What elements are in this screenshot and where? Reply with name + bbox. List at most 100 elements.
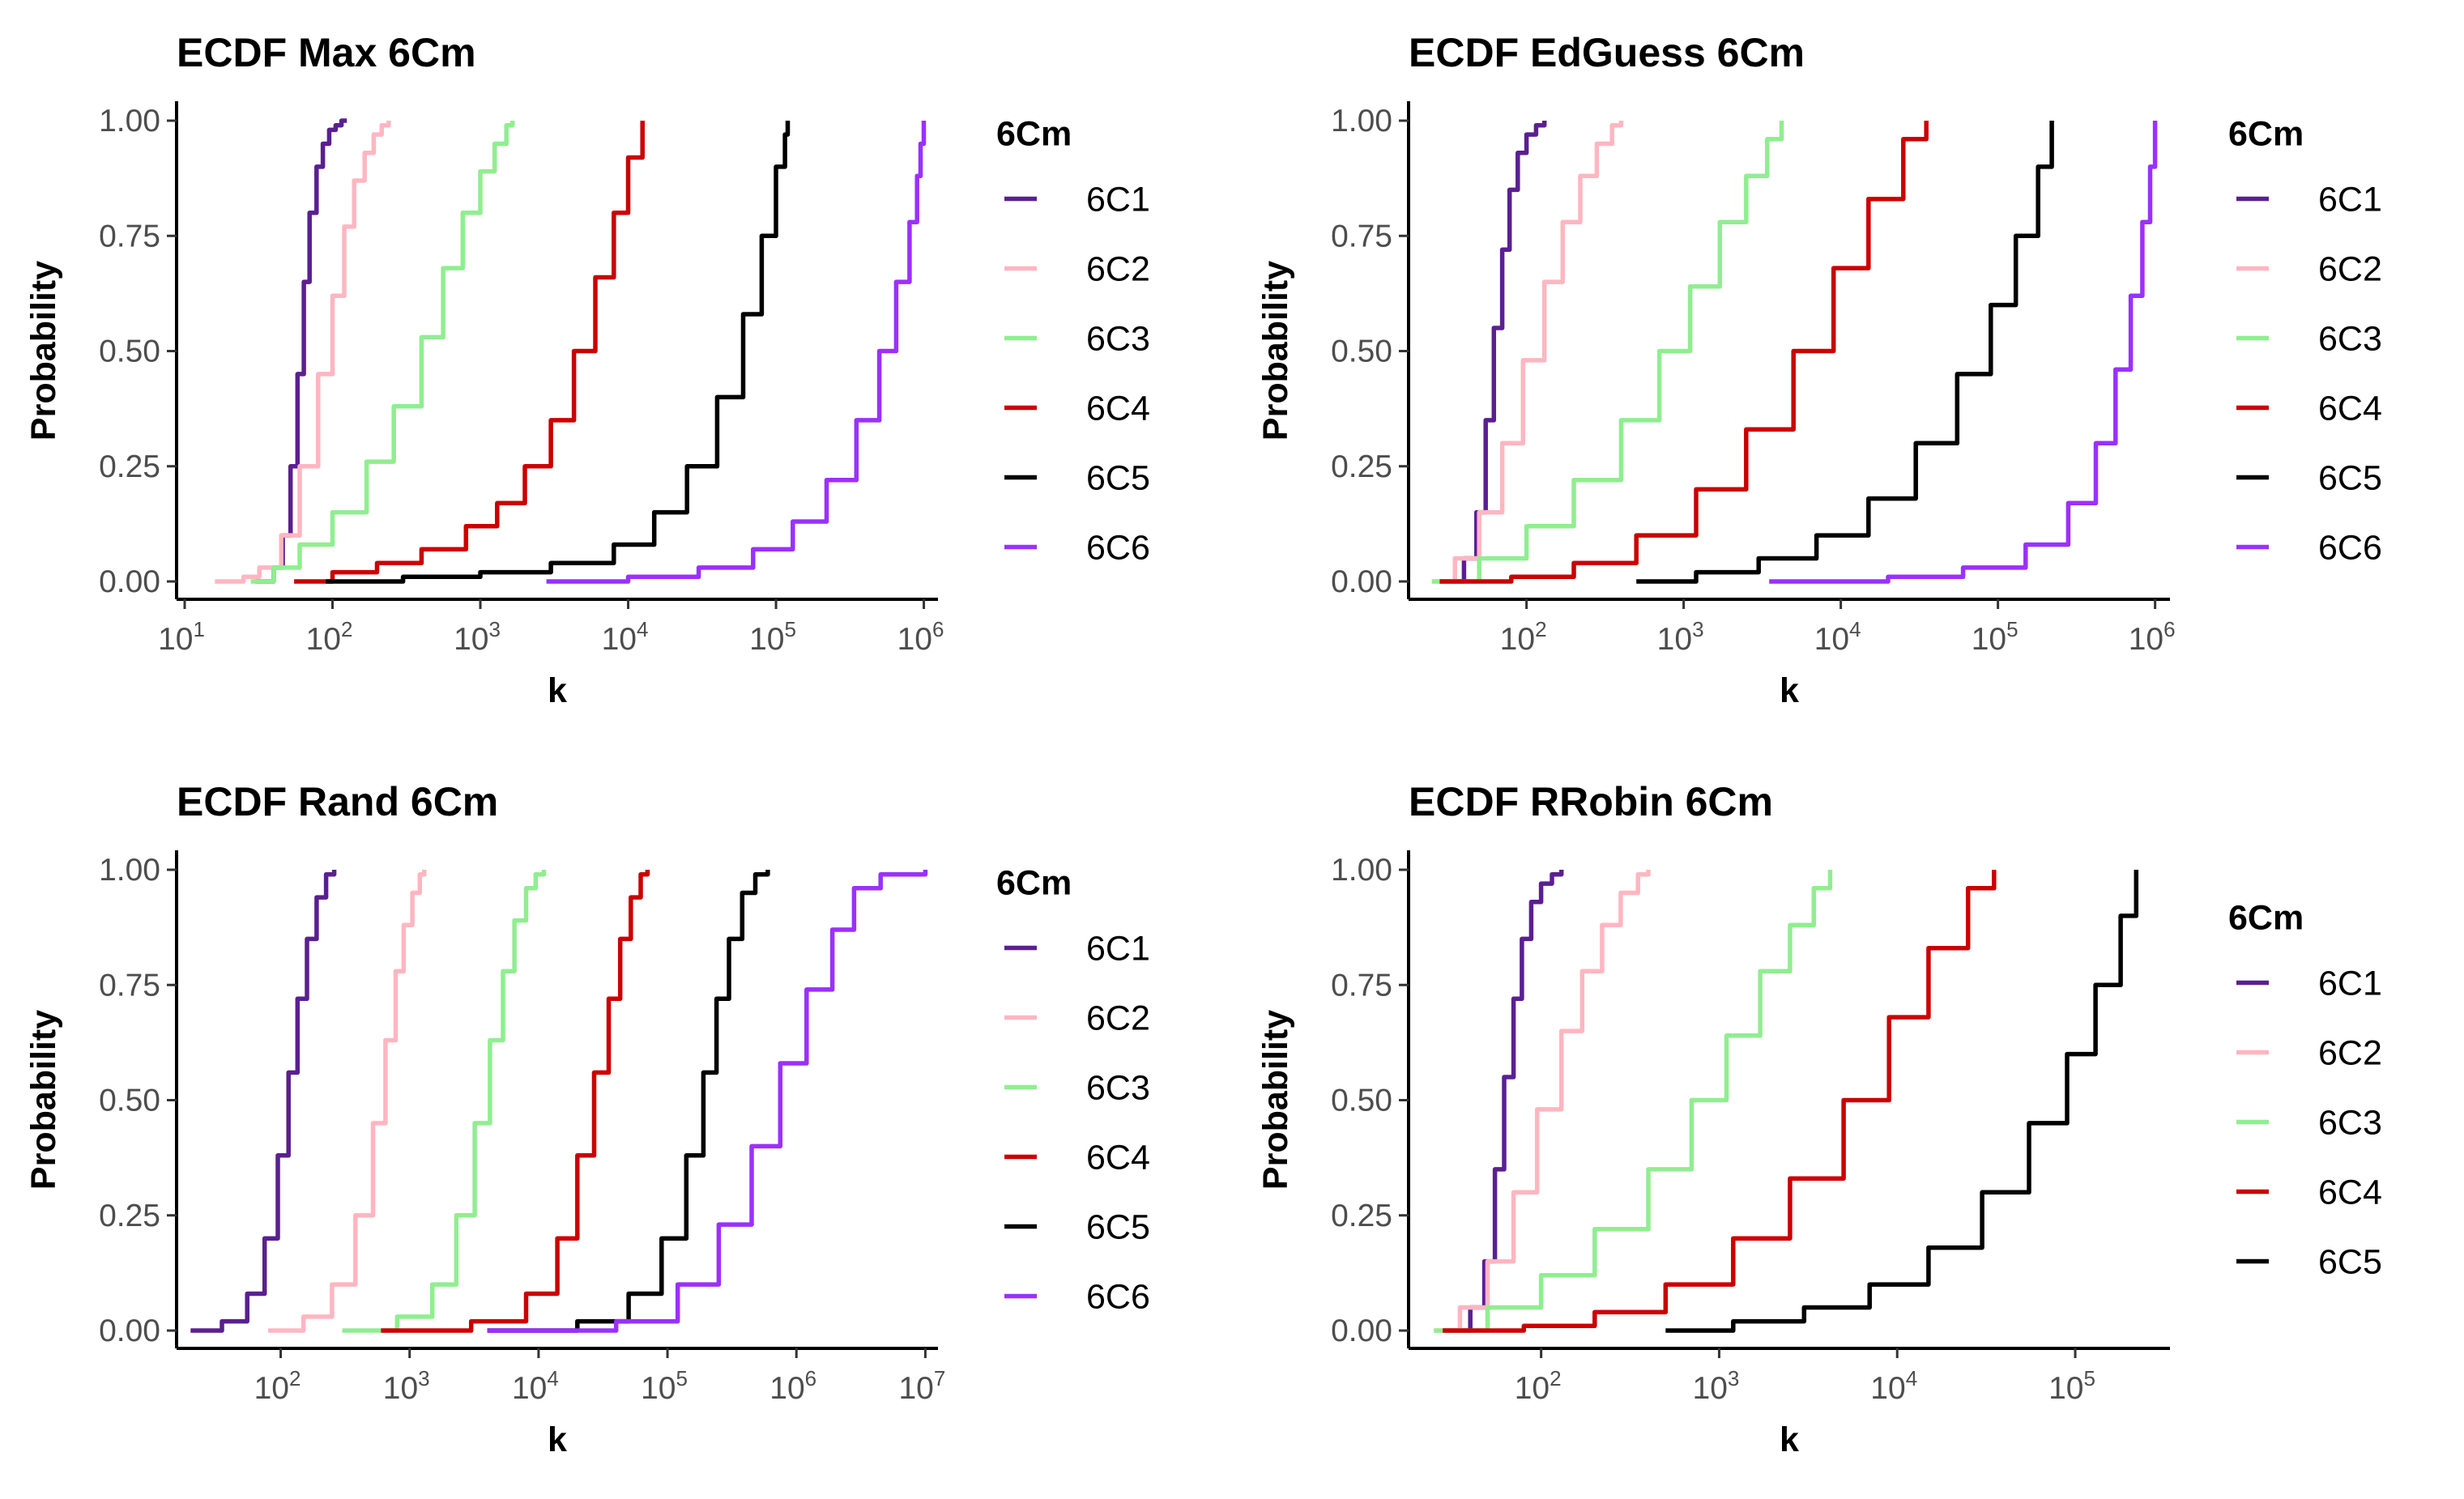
y-tick-label: 0.00 (99, 1314, 160, 1348)
legend-title: 6Cm (996, 864, 1072, 903)
legend-title: 6Cm (2228, 115, 2304, 154)
x-tick-label: 105 (749, 617, 796, 657)
chart-panel-rrobin: ECDF RRobin 6Cm 0.00 0.25 0.50 0.75 1.00 102 10… (1232, 749, 2464, 1498)
legend-label: 6C6 (1086, 529, 1150, 568)
y-tick-label: 0.25 (1331, 449, 1392, 484)
y-tick-label: 0.25 (99, 1199, 160, 1233)
x-tick-label: 104 (602, 617, 649, 657)
chart-edguess-svg: ECDF EdGuess 6Cm 0.00 0.25 0.50 0.75 1.00 102 1… (1256, 30, 2382, 710)
legend-label: 6C2 (2318, 1034, 2382, 1073)
series-line-6c1 (190, 870, 337, 1333)
series-line-6c3 (1434, 870, 1833, 1333)
y-tick-label: 0.00 (1331, 1314, 1392, 1348)
series-line-6c1 (1439, 121, 1547, 584)
legend-label: 6C6 (2318, 529, 2382, 568)
series-line-6c2 (1434, 870, 1651, 1333)
chart-title: ECDF EdGuess 6Cm (1409, 30, 1805, 75)
x-tick-label: 103 (1657, 617, 1704, 657)
chart-title: ECDF RRobin 6Cm (1409, 779, 1773, 824)
series-line-6c2 (268, 870, 427, 1333)
legend-label: 6C3 (2318, 1104, 2382, 1143)
legend-label: 6C4 (1086, 1139, 1150, 1177)
series-line-6c4 (381, 870, 650, 1333)
legend-label: 6C3 (1086, 1069, 1150, 1108)
chart-rand-svg: ECDF Rand 6Cm 0.00 0.25 0.50 0.75 1.00 102 103 1… (24, 779, 1150, 1459)
y-tick-label: 1.00 (1331, 104, 1392, 138)
legend-label: 6C4 (2318, 390, 2382, 428)
x-tick-label: 104 (1814, 617, 1861, 657)
series-line-6c6 (546, 121, 927, 584)
x-axis-title: k (548, 671, 567, 710)
chart-panel-rand: ECDF Rand 6Cm 0.00 0.25 0.50 0.75 1.00 102 103 1… (0, 749, 1232, 1498)
y-tick-label: 0.50 (99, 1084, 160, 1118)
legend-label: 6C2 (1086, 250, 1150, 289)
y-tick-label: 0.25 (1331, 1199, 1392, 1233)
x-tick-label: 102 (306, 617, 353, 657)
legend-title: 6Cm (2228, 899, 2304, 938)
x-tick-label: 106 (769, 1366, 816, 1406)
series-line-6c6 (487, 870, 928, 1333)
x-tick-label: 102 (1500, 617, 1547, 657)
series-line-6c2 (1431, 121, 1624, 584)
y-tick-label: 0.25 (99, 449, 160, 484)
x-tick-label: 105 (1972, 617, 2019, 657)
series-line-6c5 (1665, 870, 2139, 1333)
x-tick-label: 104 (512, 1366, 559, 1406)
series-line-6c3 (342, 870, 547, 1333)
x-tick-label: 105 (2048, 1366, 2095, 1406)
chart-panel-edguess: ECDF EdGuess 6Cm 0.00 0.25 0.50 0.75 1.00 102 1… (1232, 0, 2464, 749)
series-line-6c6 (1769, 121, 2158, 584)
x-axis-title: k (548, 1420, 567, 1459)
series-line-6c5 (1636, 121, 2054, 584)
x-tick-label: 105 (641, 1366, 688, 1406)
series-line-6c5 (326, 121, 791, 584)
legend-label: 6C4 (2318, 1173, 2382, 1212)
y-tick-label: 1.00 (99, 853, 160, 888)
series-line-6c4 (1443, 870, 1997, 1333)
legend-title: 6Cm (996, 115, 1072, 154)
series-line-6c3 (250, 121, 515, 584)
x-tick-label: 107 (898, 1366, 945, 1406)
y-tick-label: 0.75 (1331, 968, 1392, 1003)
y-axis-title: Probability (1256, 261, 1295, 441)
x-axis-title: k (1780, 1420, 1799, 1459)
y-tick-label: 1.00 (99, 104, 160, 138)
chart-max-svg: ECDF Max 6Cm 0.00 0.25 0.50 0.75 1.00 101 102 10… (24, 30, 1150, 710)
x-tick-label: 101 (158, 617, 205, 657)
x-tick-label: 103 (454, 617, 501, 657)
y-tick-label: 0.00 (99, 564, 160, 599)
y-tick-label: 0.50 (1331, 1084, 1392, 1118)
legend-label: 6C5 (1086, 459, 1150, 498)
series-line-6c4 (1439, 121, 1929, 584)
y-tick-label: 0.75 (99, 219, 160, 253)
x-tick-label: 106 (2129, 617, 2176, 657)
series-line-6c1 (1443, 870, 1564, 1333)
chart-rrobin-svg: ECDF RRobin 6Cm 0.00 0.25 0.50 0.75 1.00 102 10… (1256, 779, 2382, 1459)
y-tick-label: 0.75 (1331, 219, 1392, 253)
x-tick-label: 102 (1515, 1366, 1562, 1406)
series-line-6c4 (294, 121, 645, 584)
y-axis-title: Probability (1256, 1010, 1295, 1190)
x-tick-label: 104 (1870, 1366, 1917, 1406)
legend-label: 6C3 (2318, 320, 2382, 359)
chart-title: ECDF Rand 6Cm (177, 779, 498, 824)
y-tick-label: 0.50 (99, 334, 160, 369)
series-line-6c5 (487, 870, 770, 1333)
legend-label: 6C1 (1086, 930, 1150, 969)
x-tick-label: 103 (383, 1366, 430, 1406)
y-axis-title: Probability (24, 1010, 63, 1190)
y-tick-label: 0.00 (1331, 564, 1392, 599)
legend-label: 6C5 (2318, 1243, 2382, 1282)
legend-label: 6C1 (2318, 181, 2382, 219)
legend-label: 6C2 (1086, 999, 1150, 1038)
y-axis-title: Probability (24, 261, 63, 441)
x-tick-label: 102 (254, 1366, 301, 1406)
legend-label: 6C4 (1086, 390, 1150, 428)
series-line-6c2 (215, 121, 391, 584)
chart-panel-max: ECDF Max 6Cm 0.00 0.25 0.50 0.75 1.00 101 102 10… (0, 0, 1232, 749)
y-tick-label: 1.00 (1331, 853, 1392, 888)
legend-label: 6C5 (1086, 1208, 1150, 1247)
legend-label: 6C1 (1086, 181, 1150, 219)
x-tick-label: 103 (1693, 1366, 1740, 1406)
legend-label: 6C3 (1086, 320, 1150, 359)
